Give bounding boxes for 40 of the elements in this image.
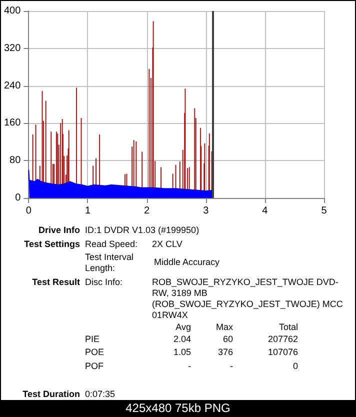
x-tick-label: 0 xyxy=(26,206,32,216)
text: - xyxy=(188,361,191,371)
x-tick-label: 5 xyxy=(321,206,328,216)
y-tick-label: 0 xyxy=(15,192,22,204)
y-tick-label: 240 xyxy=(4,80,22,92)
text: Drive Info xyxy=(38,225,80,235)
text: - xyxy=(230,361,233,371)
text: 2.04 xyxy=(173,334,191,344)
text: PIE xyxy=(85,334,100,344)
x-tick-label: 3 xyxy=(203,206,210,216)
text: 107076 xyxy=(268,347,298,357)
text: 207762 xyxy=(268,334,298,344)
text: 0:07:35 xyxy=(85,389,116,399)
text: Avg xyxy=(176,322,191,332)
text: 425x480 75kb PNG xyxy=(126,401,230,415)
x-tick-label: 2 xyxy=(144,206,150,216)
text: 0 xyxy=(292,361,298,371)
y-tick-label: 80 xyxy=(10,155,22,166)
y-tick-label: 400 xyxy=(4,6,22,16)
text: 60 xyxy=(222,334,233,344)
text: 2X CLV xyxy=(152,239,182,249)
y-tick-label: 320 xyxy=(4,42,22,54)
text: POE xyxy=(85,347,104,357)
text: Max xyxy=(216,322,233,332)
text: Test Result xyxy=(32,277,80,287)
text: Test Settings xyxy=(24,239,80,249)
y-tick-label: 160 xyxy=(4,118,22,129)
text: Test Interval Length: xyxy=(85,252,134,273)
text: Total xyxy=(278,322,298,332)
text: Middle Accuracy xyxy=(154,257,220,267)
text: Disc Info: xyxy=(85,277,123,287)
text: POF xyxy=(85,361,104,371)
x-tick-label: 1 xyxy=(84,206,91,216)
x-tick-label: 4 xyxy=(262,206,268,216)
text: ROB_SWOJE_RYZYKO_JEST_TWOJE DVD-RW, 3189 MB (ROB_SWOJE_RYZYKO_JEST_TWOJE) MCC 01RW4X xyxy=(152,277,343,320)
text: Test Duration xyxy=(22,389,80,399)
text: 376 xyxy=(218,347,233,357)
text: Read Speed: xyxy=(85,239,138,249)
text: ID:1 DVDR V1.03 (#199950) xyxy=(85,225,200,235)
text: 1.05 xyxy=(173,347,191,357)
